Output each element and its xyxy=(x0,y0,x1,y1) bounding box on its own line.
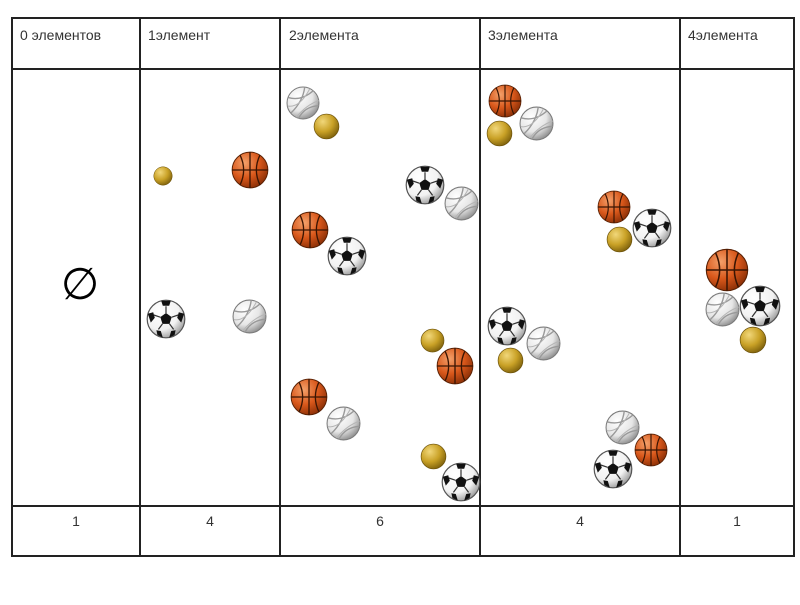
soccer-ball-icon xyxy=(632,208,672,248)
table-grid xyxy=(11,17,795,557)
count-4-elements: 1 xyxy=(733,513,741,529)
volleyball-icon xyxy=(605,410,640,445)
basketball-icon xyxy=(291,211,329,249)
tennis-ball-icon xyxy=(486,120,513,147)
header-row: 0 элементов 1элемент 2элемента 3элемента… xyxy=(20,27,758,43)
header-2-elements: 2элемента xyxy=(289,27,359,43)
volleyball-icon xyxy=(526,326,561,361)
volleyball-icon xyxy=(286,86,320,120)
soccer-ball-icon xyxy=(327,236,367,276)
empty-set-symbol: ∅ xyxy=(61,259,99,310)
subset-triple xyxy=(593,410,668,489)
column-1-element xyxy=(146,151,269,339)
column-4-elements xyxy=(705,248,781,354)
subset-pair xyxy=(291,211,367,276)
basketball-icon xyxy=(634,433,668,467)
basketball-icon xyxy=(231,151,269,189)
tennis-ball-icon xyxy=(739,326,767,354)
basketball-icon xyxy=(597,190,631,224)
column-3-elements xyxy=(486,84,672,489)
subset-triple xyxy=(597,190,672,253)
volleyball-icon xyxy=(326,406,361,441)
subset-pair xyxy=(420,443,481,502)
tennis-ball-icon xyxy=(313,113,340,140)
basketball-icon xyxy=(488,84,522,118)
tennis-ball-icon xyxy=(153,166,173,186)
volleyball-icon xyxy=(705,292,740,327)
count-row: 1 4 6 4 1 xyxy=(72,513,741,529)
tennis-ball-icon xyxy=(420,443,447,470)
soccer-ball-icon xyxy=(487,306,527,346)
subset-pair xyxy=(290,378,361,441)
subset-pair xyxy=(420,328,474,385)
basketball-icon xyxy=(290,378,328,416)
basketball-icon xyxy=(705,248,749,292)
header-3-elements: 3элемента xyxy=(488,27,558,43)
soccer-ball-icon xyxy=(593,449,633,489)
count-2-elements: 6 xyxy=(376,513,384,529)
volleyball-icon xyxy=(232,299,267,334)
tennis-ball-icon xyxy=(420,328,445,353)
subset-triple xyxy=(487,306,561,374)
header-4-elements: 4элемента xyxy=(688,27,758,43)
header-1-element: 1элемент xyxy=(148,27,211,43)
subset-pair xyxy=(286,86,340,140)
soccer-ball-icon xyxy=(739,285,781,327)
subset-triple xyxy=(486,84,554,147)
subset-full xyxy=(705,248,781,354)
count-0-elements: 1 xyxy=(72,513,80,529)
count-3-elements: 4 xyxy=(576,513,584,529)
tennis-ball-icon xyxy=(497,347,524,374)
column-2-elements xyxy=(286,86,481,502)
soccer-ball-icon xyxy=(441,462,481,502)
count-1-element: 4 xyxy=(206,513,214,529)
table-border xyxy=(11,17,795,557)
basketball-icon xyxy=(436,347,474,385)
subset-pair xyxy=(405,165,479,221)
soccer-ball-icon xyxy=(405,165,445,205)
header-0-elements: 0 элементов xyxy=(20,27,101,43)
tennis-ball-icon xyxy=(606,226,633,253)
soccer-ball-icon xyxy=(146,299,186,339)
volleyball-icon xyxy=(444,186,479,221)
volleyball-icon xyxy=(519,106,554,141)
